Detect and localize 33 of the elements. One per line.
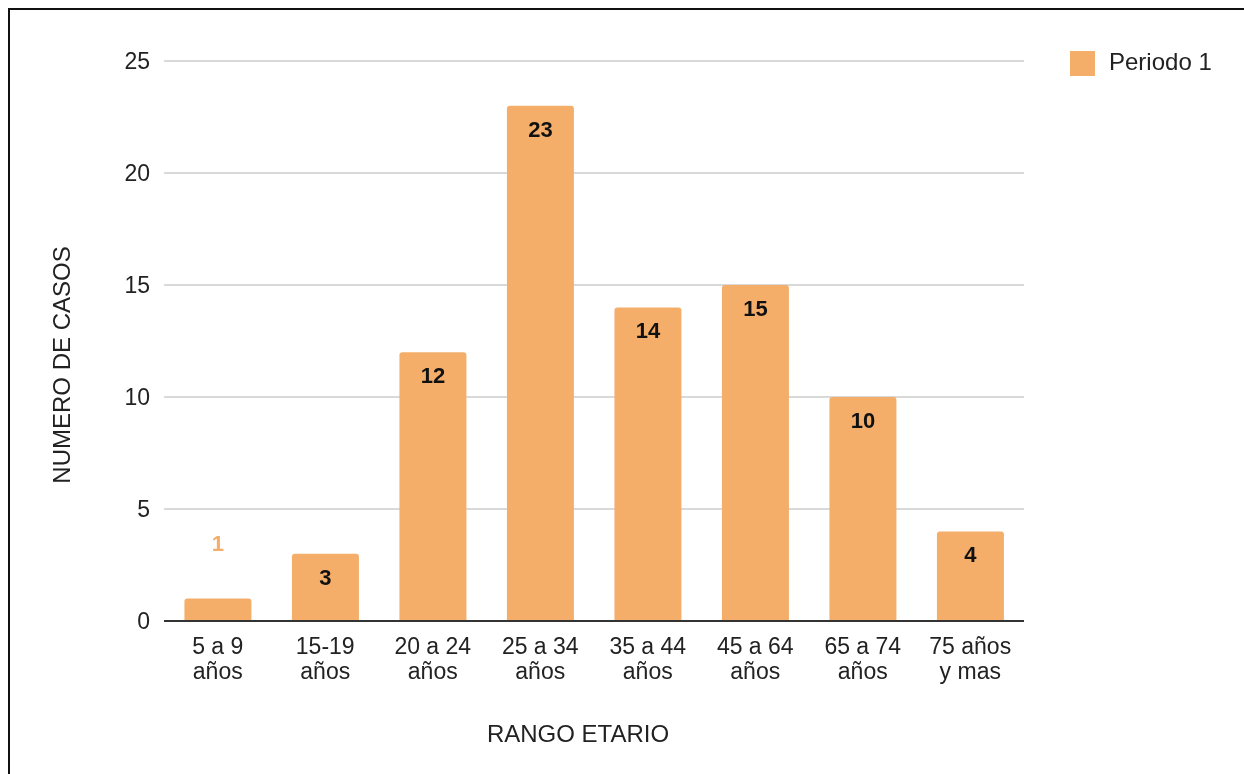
x-tick-label: 15-19 años — [295, 633, 355, 684]
bar — [291, 553, 359, 621]
y-tick-label: 25 — [124, 48, 150, 75]
data-label: 14 — [635, 318, 661, 344]
y-tick-label: 5 — [137, 496, 150, 523]
bar — [829, 397, 897, 621]
x-tick-label: 75 años y mas — [929, 633, 1012, 684]
data-label: 15 — [743, 295, 768, 321]
legend-label: Periodo 1 — [1109, 48, 1212, 75]
x-tick-label: 65 a 74 años — [824, 633, 902, 684]
bar — [184, 598, 252, 621]
y-axis-title: NUMERO DE CASOS — [48, 246, 76, 484]
y-tick-label: 10 — [124, 384, 150, 411]
x-tick-label: 5 a 9 años — [192, 633, 244, 684]
y-tick-label: 20 — [124, 160, 150, 187]
bar — [399, 352, 467, 621]
data-label: 1 — [211, 531, 225, 557]
bar — [614, 307, 682, 621]
bar — [936, 531, 1004, 621]
bar — [721, 285, 789, 621]
data-label: 3 — [319, 564, 332, 590]
x-tick-label: 20 a 24 años — [394, 633, 472, 684]
x-tick-label: 45 a 64 años — [716, 633, 794, 684]
data-label: 10 — [850, 407, 876, 433]
y-tick-label: 15 — [124, 272, 150, 299]
data-label: 23 — [528, 116, 553, 142]
x-tick-label: 25 a 34 años — [501, 633, 579, 684]
x-axis-title: RANGO ETARIO — [486, 720, 670, 747]
data-label: 12 — [420, 362, 446, 388]
y-tick-label: 0 — [137, 608, 150, 635]
x-tick-label: 35 a 44 años — [609, 633, 687, 684]
data-label: 4 — [964, 542, 978, 568]
bar — [506, 105, 574, 621]
